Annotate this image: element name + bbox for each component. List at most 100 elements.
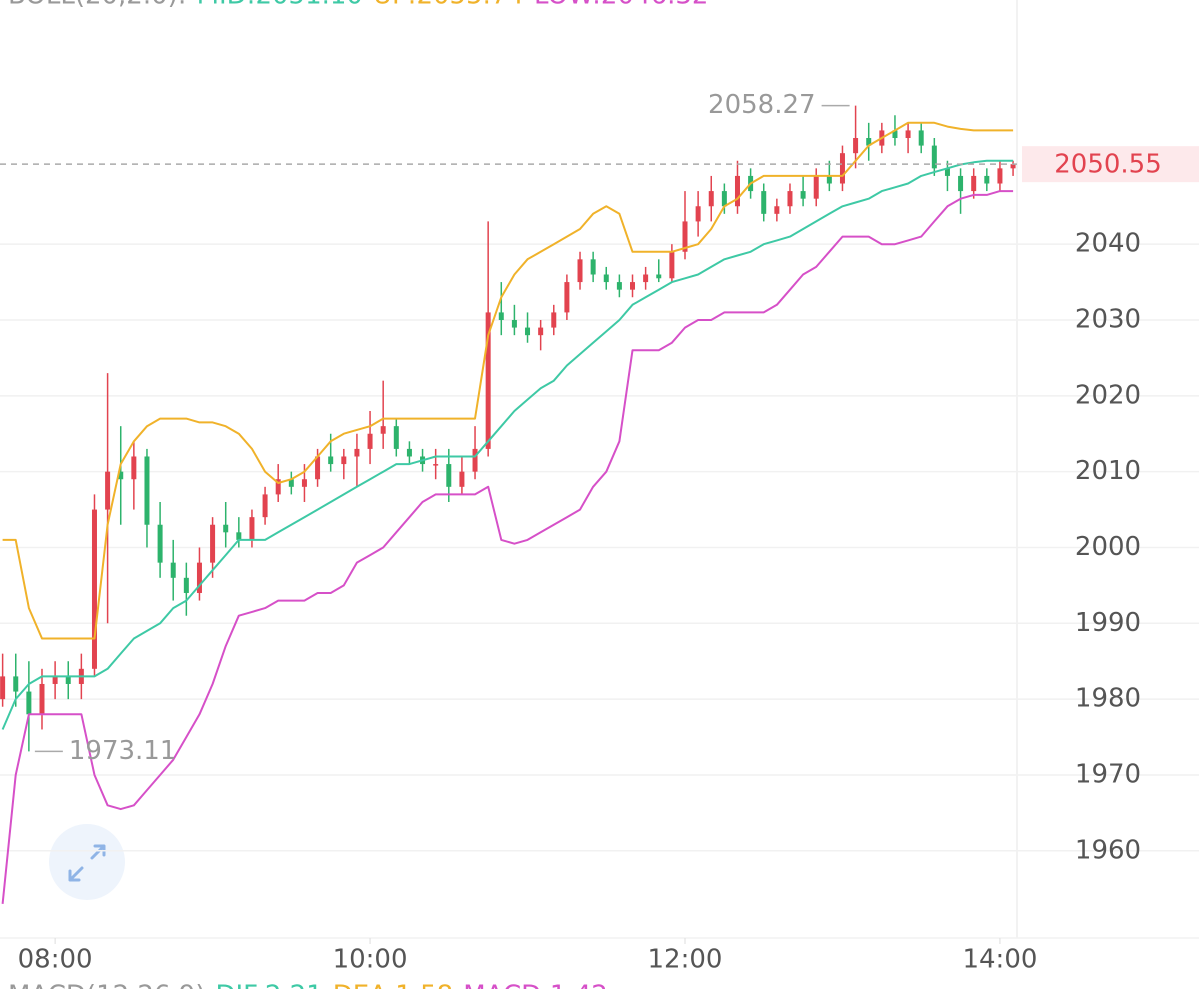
y-tick-label: 2030 xyxy=(1075,304,1141,334)
candle-body xyxy=(65,676,71,684)
candle-body xyxy=(944,168,950,176)
candle-body xyxy=(511,319,517,328)
candle-body xyxy=(0,676,6,700)
x-tick-label: 12:00 xyxy=(648,945,723,975)
candle-body xyxy=(616,282,622,290)
candle-body xyxy=(813,175,819,199)
candle-body xyxy=(564,282,570,313)
x-tick-label: 10:00 xyxy=(333,945,408,975)
candle-body xyxy=(328,456,334,465)
price-tag xyxy=(1022,146,1199,183)
line-series xyxy=(1,159,1014,730)
candle-body xyxy=(393,426,399,449)
candle-body xyxy=(984,175,990,184)
candle-body xyxy=(708,191,714,207)
candle-body xyxy=(603,274,609,283)
candle-body xyxy=(433,464,439,466)
candle-body xyxy=(774,206,780,214)
candle-body xyxy=(958,175,964,192)
y-tick-label: 2020 xyxy=(1075,380,1141,410)
candle-body xyxy=(262,494,268,518)
candle-body xyxy=(275,479,281,495)
candle-body xyxy=(485,312,491,449)
candle-body xyxy=(630,282,636,290)
candle-body xyxy=(118,471,124,480)
candle-body xyxy=(1010,164,1016,169)
candle-body xyxy=(380,426,386,434)
candle-body xyxy=(315,456,321,480)
candle-body xyxy=(105,471,111,510)
candle-body xyxy=(905,130,911,139)
candle-body xyxy=(446,464,452,487)
candle-body xyxy=(210,524,216,563)
footer-text: DIF:2.21 xyxy=(215,981,322,989)
candle-body xyxy=(26,691,32,715)
candle-body xyxy=(525,327,531,336)
candle-body xyxy=(498,312,504,320)
candle-body xyxy=(39,683,45,715)
candle-body xyxy=(170,562,176,578)
candle-body xyxy=(839,153,845,184)
x-tick-label: 08:00 xyxy=(18,945,93,975)
candle-body xyxy=(656,274,662,279)
candle-body xyxy=(761,191,767,214)
x-tick-label: 14:00 xyxy=(962,945,1037,975)
candle-body xyxy=(800,191,806,199)
candle-body xyxy=(131,456,137,480)
candle-body xyxy=(196,562,202,593)
candle-body xyxy=(249,517,255,540)
candle-body xyxy=(734,175,740,207)
candle-body xyxy=(459,471,465,487)
candle-body xyxy=(538,327,544,336)
candle-body xyxy=(682,221,688,252)
candle-body xyxy=(157,524,163,563)
candle-body xyxy=(236,532,242,540)
candle-body xyxy=(577,259,583,283)
candle-body xyxy=(590,259,596,275)
candle-body xyxy=(367,433,373,449)
y-tick-label: 2040 xyxy=(1075,229,1141,259)
candle-body xyxy=(183,577,189,593)
annotation-label: 2058.27 xyxy=(708,90,816,120)
price-label: 2050.55 xyxy=(1054,150,1162,180)
candle-body xyxy=(91,509,97,669)
candle-body xyxy=(406,448,412,457)
y-tick-label: 2010 xyxy=(1075,456,1141,486)
header-text: BOLL(20,2.0): xyxy=(8,0,187,11)
candle-body xyxy=(892,130,898,139)
candle-body xyxy=(918,130,924,146)
header-text: LOW:2046.32 xyxy=(534,0,708,11)
footer-text: MACD:1.42 xyxy=(463,981,608,989)
candle-body xyxy=(472,448,478,472)
candle-body xyxy=(669,251,675,279)
y-tick-label: 2000 xyxy=(1075,532,1141,562)
candle-body xyxy=(354,448,360,457)
candle-body xyxy=(301,479,307,487)
line-series xyxy=(2,121,1014,640)
candle-body xyxy=(853,138,859,154)
candle-body xyxy=(866,138,872,146)
line-series xyxy=(1,190,1014,905)
y-tick-label: 1990 xyxy=(1075,608,1141,638)
y-tick-label: 1980 xyxy=(1075,684,1141,714)
candle-body xyxy=(13,676,19,692)
candle-body xyxy=(787,191,793,207)
candle-body xyxy=(997,168,1003,184)
candle-body xyxy=(971,175,977,192)
candle-body xyxy=(52,676,58,684)
y-tick-label: 1960 xyxy=(1075,835,1141,865)
candle-body xyxy=(643,274,649,283)
candle-body xyxy=(721,191,727,207)
footer-text: MACD(12,26,9) xyxy=(8,981,205,989)
expand-icon[interactable] xyxy=(68,844,106,882)
candle-body xyxy=(551,312,557,328)
candle-body xyxy=(826,175,832,184)
expand-circle[interactable] xyxy=(49,824,125,900)
candle-body xyxy=(931,145,937,169)
candle-body xyxy=(288,479,294,487)
header-text: MID:2051.10 xyxy=(197,0,363,11)
header-text: UP:2055.74 xyxy=(373,0,524,11)
expand-button[interactable] xyxy=(49,824,125,900)
